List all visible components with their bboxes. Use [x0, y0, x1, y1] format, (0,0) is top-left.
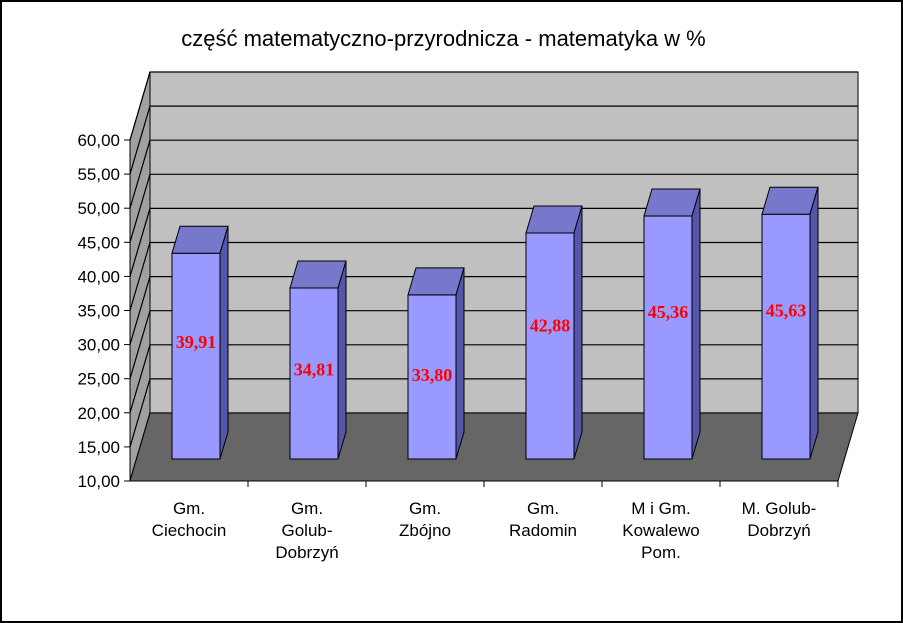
data-label: 34,81 — [294, 360, 335, 380]
x-tick-label: Golub- — [281, 521, 332, 540]
data-label: 42,88 — [530, 316, 571, 336]
bar-top — [407, 267, 465, 296]
x-tick-label: Pom. — [641, 543, 681, 562]
x-tick-label: Kowalewo — [622, 521, 700, 540]
data-label: 33,80 — [412, 365, 453, 385]
bar — [761, 213, 811, 460]
bar-top — [761, 186, 819, 215]
bar — [643, 215, 693, 460]
x-tick-label: Gm. — [291, 499, 323, 518]
x-tick-label: Ciechocin — [152, 521, 227, 540]
bar-side — [455, 267, 465, 460]
gridlines — [129, 71, 858, 482]
y-tick-label: 45,00 — [77, 233, 120, 252]
bar-side — [573, 205, 583, 460]
gridline — [129, 378, 858, 448]
y-tick-label: 10,00 — [77, 472, 120, 491]
bar-side — [809, 187, 819, 460]
gridline — [129, 310, 858, 379]
y-tick-label: 20,00 — [77, 404, 120, 423]
x-tick-label: Gm. — [173, 499, 205, 518]
bar — [171, 252, 221, 460]
x-tick-label: Dobrzyń — [747, 521, 810, 540]
data-labels: 39,91 34,81 33,80 42,88 45,36 45,63 — [176, 301, 807, 386]
data-label: 45,63 — [766, 301, 807, 321]
x-axis-labels: Gm. Ciechocin Gm. Golub- Dobrzyń Gm. Zbójno Gm.… — [152, 499, 817, 562]
bar-side — [691, 188, 701, 460]
gridline — [129, 241, 858, 311]
y-tick-label: 25,00 — [77, 370, 120, 389]
gridline — [129, 71, 858, 141]
y-tick-label: 35,00 — [77, 302, 120, 321]
bar-side — [337, 260, 347, 460]
y-tick-label: 55,00 — [77, 165, 120, 184]
y-tick-label: 40,00 — [77, 267, 120, 286]
y-tick-label: 60,00 — [77, 131, 120, 150]
data-label: 45,36 — [648, 302, 689, 322]
x-tick-label: Gm. — [409, 499, 441, 518]
y-tick-label: 30,00 — [77, 336, 120, 355]
x-tick-label: Gm. — [527, 499, 559, 518]
gridline — [129, 344, 858, 413]
bar — [407, 294, 457, 460]
floor — [129, 412, 859, 482]
x-tick-label: Radomin — [509, 521, 577, 540]
x-tick-label: Zbójno — [399, 521, 451, 540]
x-tick-label: M. Golub- — [742, 499, 817, 518]
data-label: 39,91 — [176, 332, 217, 352]
bar-top — [643, 188, 701, 217]
bar-side — [219, 226, 229, 460]
gridline — [129, 207, 858, 277]
bar — [525, 232, 575, 460]
x-tick-label: M i Gm. — [631, 499, 691, 518]
bar-top — [289, 260, 347, 289]
y-tick-label: 50,00 — [77, 199, 120, 218]
y-axis: 10,00 15,00 20,00 25,00 30,00 35,00 40,00 45,00… — [77, 131, 839, 491]
chart-title: część matematyczno-przyrodnicza - matema… — [181, 26, 706, 51]
y-tick-label: 15,00 — [77, 438, 120, 457]
bars — [171, 186, 819, 460]
bar-top — [525, 205, 583, 234]
gridline — [129, 173, 858, 243]
x-tick-label: Dobrzyń — [275, 543, 338, 562]
chart-floor — [129, 412, 859, 482]
gridline — [129, 105, 858, 175]
gridline — [129, 139, 858, 209]
bar-top — [171, 225, 229, 254]
gridline — [129, 276, 858, 345]
